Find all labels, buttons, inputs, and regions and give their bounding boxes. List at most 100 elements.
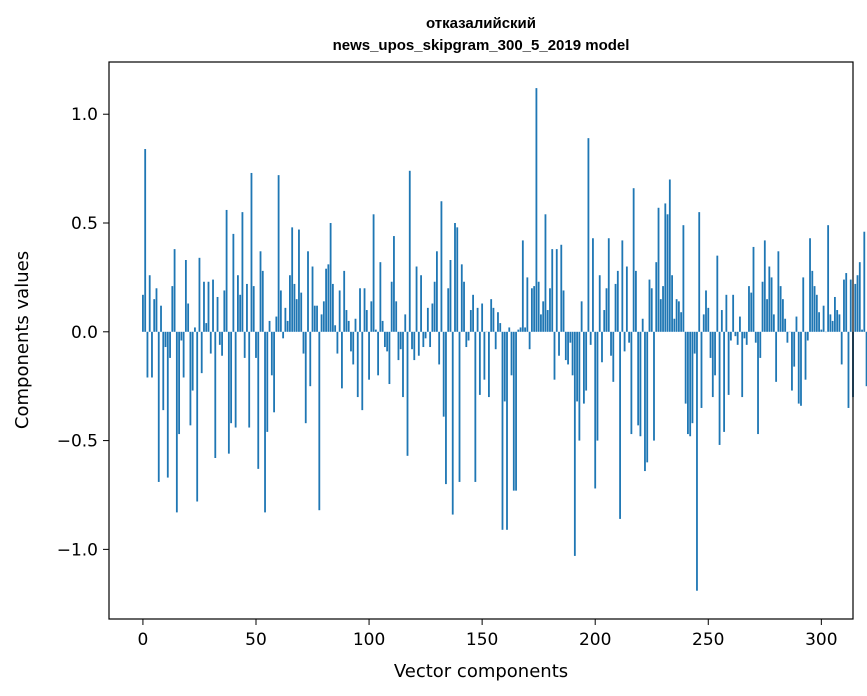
bar (843, 279, 845, 332)
bar (818, 312, 820, 332)
bar (354, 318, 357, 332)
bar (793, 331, 796, 367)
y-tick-label: 0.5 (71, 214, 98, 234)
bar (521, 240, 524, 332)
bar (725, 294, 728, 332)
bar (696, 331, 698, 591)
bar (212, 279, 214, 332)
bar (160, 305, 162, 332)
bar (535, 88, 538, 332)
bar (743, 331, 746, 339)
bar (252, 286, 255, 332)
bar (526, 277, 529, 332)
bar (175, 331, 178, 513)
bar (494, 331, 497, 350)
bar (431, 303, 434, 332)
bar (675, 299, 678, 332)
bar (759, 331, 762, 358)
bar (191, 331, 194, 391)
bar (291, 227, 294, 332)
bar (589, 331, 592, 345)
bar (578, 331, 581, 441)
bar (402, 331, 404, 398)
bar (727, 331, 730, 395)
bar (666, 214, 669, 332)
bar (157, 331, 160, 482)
bar (641, 318, 644, 332)
bar (827, 225, 830, 332)
bar (630, 331, 633, 435)
bar (166, 331, 169, 478)
bar (189, 331, 192, 426)
bar (829, 314, 832, 332)
bar (653, 331, 655, 441)
bar (499, 323, 502, 332)
bar (463, 281, 465, 332)
bar (596, 331, 599, 441)
bar (836, 310, 839, 332)
bar (352, 331, 355, 365)
bar (289, 275, 291, 332)
bar (422, 331, 425, 348)
bar (241, 212, 244, 332)
bar (528, 331, 531, 350)
bar (248, 331, 251, 428)
bar (388, 331, 391, 385)
bar (406, 331, 409, 456)
bar (820, 329, 823, 332)
bar (424, 331, 427, 339)
bar (393, 236, 395, 332)
bar (512, 331, 515, 491)
bar (153, 299, 156, 332)
bar (657, 207, 660, 332)
bar (501, 331, 504, 530)
bar (729, 331, 732, 341)
x-axis-label: Vector components (394, 661, 568, 682)
bar (492, 307, 495, 332)
bar (655, 262, 658, 332)
bar (763, 240, 766, 332)
bar (187, 303, 190, 332)
bar (451, 331, 454, 515)
bar (169, 331, 171, 358)
bar (687, 331, 689, 435)
bar (225, 209, 228, 332)
bar (809, 238, 811, 332)
bar (625, 266, 628, 332)
bar (442, 331, 445, 417)
bar (171, 286, 174, 332)
bar (849, 279, 852, 332)
bar (408, 170, 411, 332)
bar (338, 290, 341, 332)
bar (284, 307, 287, 332)
bar (784, 318, 787, 332)
bar (707, 307, 710, 332)
bar (164, 331, 167, 348)
bar (616, 270, 619, 332)
bar (644, 331, 646, 472)
bar (449, 260, 452, 332)
bar (515, 331, 517, 491)
bar (537, 281, 540, 332)
bar (861, 329, 863, 332)
bar (648, 279, 651, 332)
bar (664, 203, 667, 332)
bar (838, 314, 841, 332)
bar (275, 316, 278, 332)
bar (623, 331, 626, 352)
bar (347, 320, 350, 332)
bar (227, 331, 230, 454)
bar (205, 323, 208, 332)
bar (689, 331, 692, 437)
bar (440, 201, 443, 332)
bar (558, 331, 560, 356)
bar (474, 331, 477, 482)
bar (180, 331, 183, 341)
bar (822, 305, 825, 332)
bar (246, 283, 248, 332)
bar (680, 312, 683, 332)
bar (173, 249, 176, 332)
bar (562, 290, 565, 332)
bar (497, 312, 499, 332)
